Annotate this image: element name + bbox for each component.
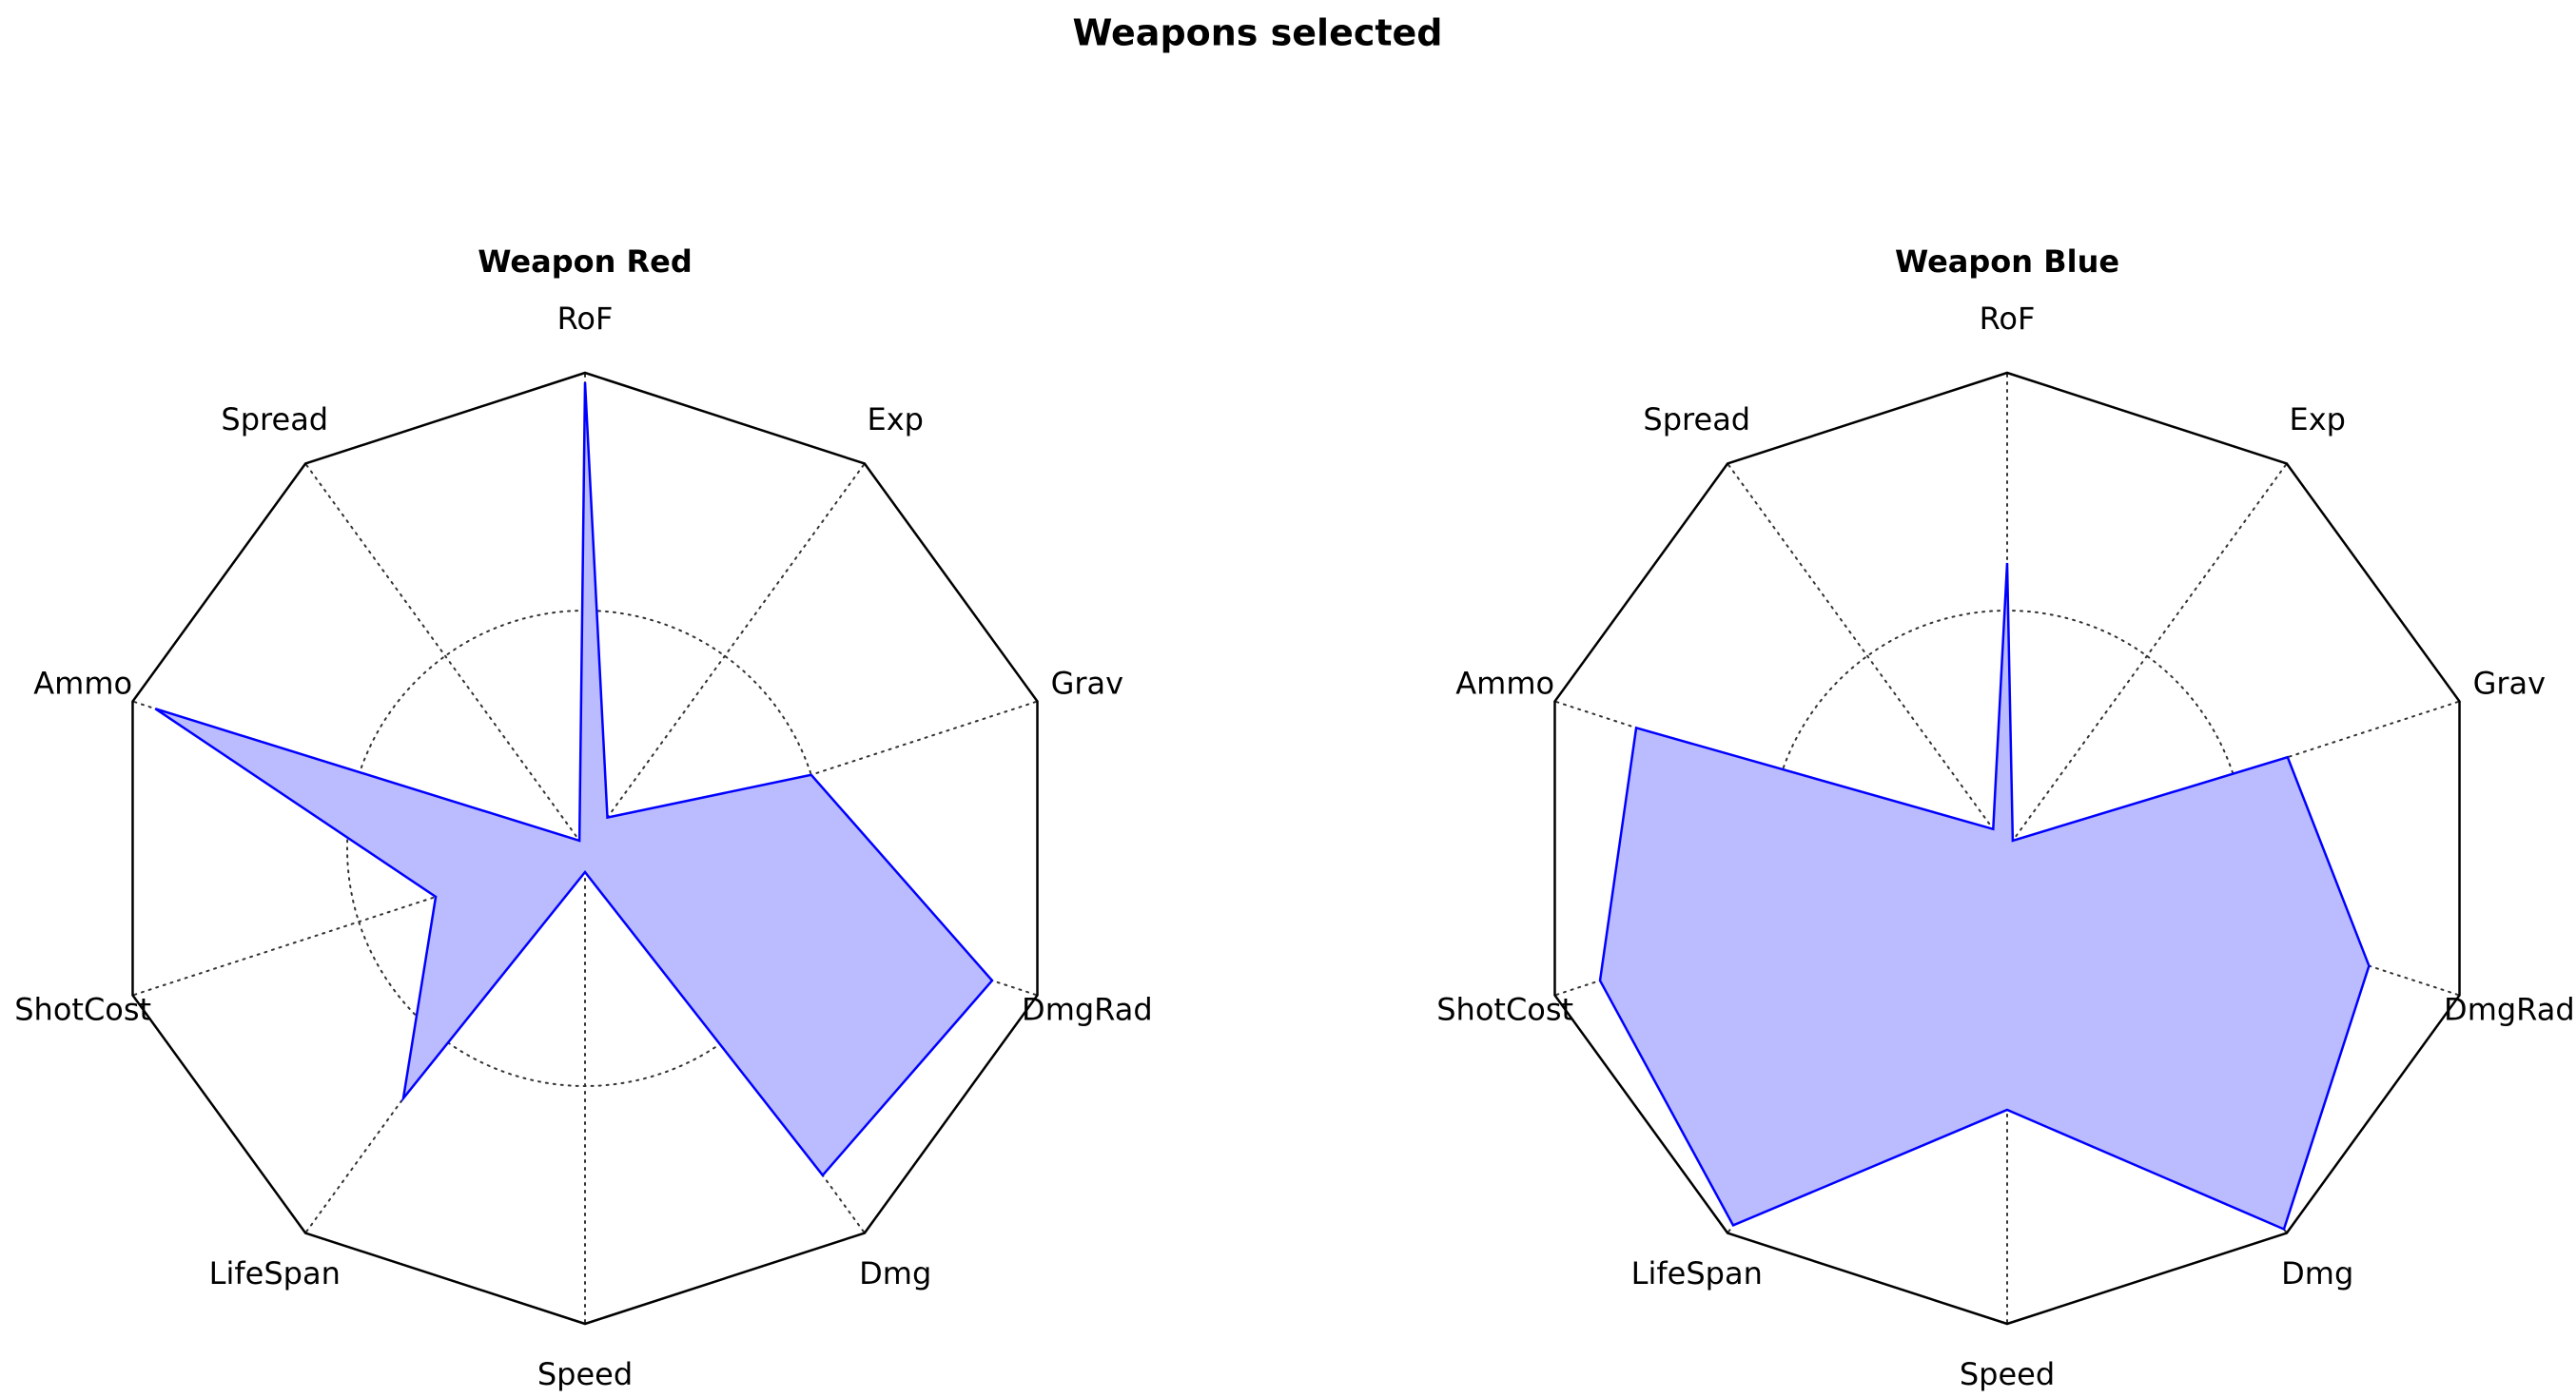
axis-label-shotcost: ShotCost [14, 992, 151, 1028]
axis-label-grav: Grav [1051, 665, 1124, 701]
axis-label-lifespan: LifeSpan [1631, 1255, 1763, 1291]
panel-title: Weapon Blue [1895, 243, 2119, 280]
outer-frame [131, 371, 1039, 1326]
axis-label-spread: Spread [221, 401, 328, 437]
radar-panel-weapon-red: Weapon Red RoF Exp Grav DmgRad Dmg Speed LifeS… [14, 243, 1152, 1392]
series-polygon [154, 381, 994, 1177]
panel-title: Weapon Red [478, 243, 693, 280]
axis-label-exp: Exp [2289, 401, 2345, 437]
axis-label-lifespan: LifeSpan [209, 1255, 341, 1291]
spoke-line [2006, 462, 2288, 849]
axis-label-rof: RoF [1980, 301, 2036, 337]
axis-label-ammo: Ammo [33, 665, 132, 701]
axis-label-grav: Grav [2473, 665, 2547, 701]
radar-panel-weapon-blue: Weapon Blue RoF Exp Grav DmgRad Dmg Speed Life… [1436, 243, 2574, 1392]
axis-label-dmgrad: DmgRad [1022, 992, 1153, 1028]
axis-label-shotcost: ShotCost [1436, 992, 1573, 1028]
series-polygon [1598, 562, 2371, 1232]
axis-label-speed: Speed [1960, 1356, 2055, 1392]
axis-label-rof: RoF [557, 301, 614, 337]
axis-label-dmg: Dmg [2281, 1255, 2353, 1291]
axis-label-exp: Exp [867, 401, 923, 437]
spoke-line [304, 462, 586, 849]
axis-label-spread: Spread [1643, 401, 1750, 437]
axis-label-speed: Speed [537, 1356, 633, 1392]
axis-label-dmgrad: DmgRad [2444, 992, 2575, 1028]
spoke-line [584, 462, 866, 849]
outer-frame [1553, 371, 2461, 1326]
axis-label-dmg: Dmg [859, 1255, 931, 1291]
figure-title: Weapons selected [1072, 12, 1442, 54]
spoke-line [1727, 462, 2008, 849]
axis-label-ammo: Ammo [1455, 665, 1554, 701]
